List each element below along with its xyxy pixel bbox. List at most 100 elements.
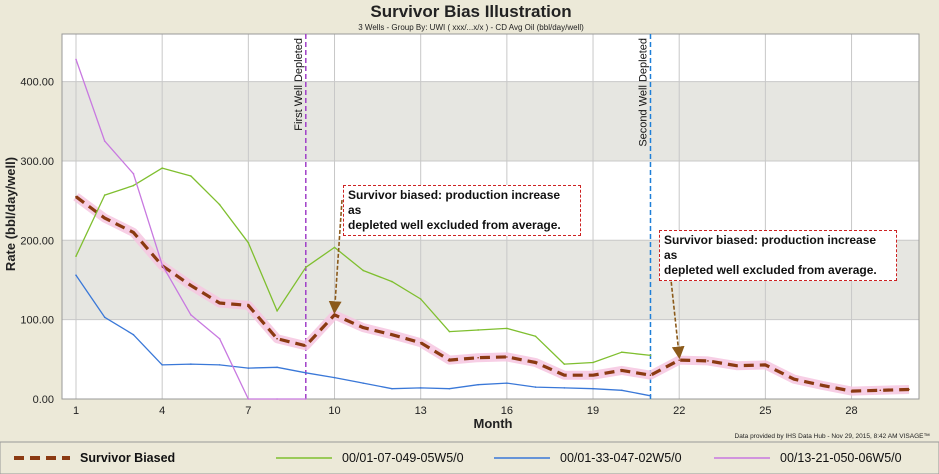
data-point bbox=[132, 172, 135, 175]
data-point bbox=[161, 364, 163, 366]
data-point bbox=[477, 356, 479, 359]
x-axis-label: Month bbox=[474, 416, 513, 431]
data-point bbox=[218, 302, 221, 304]
legend-label: Survivor Biased bbox=[80, 451, 175, 465]
data-point bbox=[592, 374, 594, 376]
data-point bbox=[161, 167, 163, 169]
data-point bbox=[103, 194, 106, 196]
data-point bbox=[649, 354, 652, 357]
data-point bbox=[103, 217, 106, 219]
legend-label: 00/01-33-047-02W5/0 bbox=[560, 451, 682, 465]
chart-title: Survivor Bias Illustration bbox=[370, 2, 571, 21]
callout-second: Survivor biased: production increase as … bbox=[659, 230, 897, 281]
data-point bbox=[362, 269, 365, 272]
data-point bbox=[477, 329, 479, 331]
data-point bbox=[391, 387, 393, 390]
data-point bbox=[103, 140, 106, 142]
grid-band bbox=[62, 81, 919, 161]
data-point bbox=[276, 310, 278, 312]
data-point bbox=[908, 388, 910, 391]
data-point bbox=[506, 382, 508, 384]
x-tick-label: 13 bbox=[415, 405, 427, 417]
legend-label: 00/01-07-049-05W5/0 bbox=[342, 451, 464, 465]
legend-label: 00/13-21-050-06W5/0 bbox=[780, 451, 902, 465]
data-credit: Data provided by IHS Data Hub - Nov 29, … bbox=[735, 433, 930, 440]
data-point bbox=[448, 387, 451, 390]
data-point bbox=[506, 327, 508, 330]
data-point bbox=[161, 264, 163, 266]
data-point bbox=[132, 184, 135, 187]
depletion-label: Second Well Depleted bbox=[637, 38, 649, 147]
data-point bbox=[132, 333, 135, 336]
data-point bbox=[822, 384, 824, 387]
callout-first-line2: depleted well excluded from average. bbox=[348, 218, 561, 232]
callout-second-line2: depleted well excluded from average. bbox=[664, 263, 877, 277]
data-point bbox=[735, 364, 738, 367]
y-tick-label: 0.00 bbox=[33, 394, 54, 406]
data-point bbox=[620, 389, 623, 392]
data-point bbox=[649, 374, 652, 376]
callout-second-line1: Survivor biased: production increase as bbox=[664, 233, 877, 262]
data-point bbox=[75, 195, 77, 198]
data-point bbox=[563, 374, 566, 376]
data-point bbox=[247, 367, 250, 369]
x-tick-label: 28 bbox=[845, 405, 857, 417]
depletion-label: First Well Depleted bbox=[293, 38, 305, 131]
data-point bbox=[391, 280, 393, 283]
data-point bbox=[190, 284, 192, 287]
data-point bbox=[218, 364, 221, 366]
y-tick-label: 300.00 bbox=[20, 156, 54, 168]
data-point bbox=[304, 372, 307, 374]
callout-first: Survivor biased: production increase as … bbox=[343, 185, 581, 236]
data-point bbox=[190, 175, 192, 177]
data-point bbox=[620, 369, 623, 372]
data-point bbox=[879, 389, 882, 392]
data-point bbox=[534, 361, 537, 364]
legend: Survivor Biased 00/01-07-049-05W5/0 00/01-… bbox=[0, 441, 939, 474]
data-point bbox=[247, 241, 250, 244]
data-point bbox=[419, 341, 422, 344]
data-point bbox=[190, 363, 192, 365]
data-point bbox=[103, 316, 106, 319]
data-point bbox=[477, 383, 479, 386]
data-point bbox=[506, 356, 508, 358]
data-point bbox=[304, 345, 307, 347]
plot-border bbox=[61, 33, 920, 400]
data-point bbox=[75, 274, 77, 277]
legend-box bbox=[0, 441, 939, 474]
x-tick-label: 10 bbox=[328, 405, 340, 417]
data-point bbox=[419, 387, 422, 389]
data-point bbox=[276, 398, 278, 400]
callout-arrow bbox=[667, 251, 685, 360]
data-point bbox=[132, 231, 135, 234]
data-point bbox=[793, 378, 795, 380]
chart-subtitle: 3 Wells - Group By: UWI ( xxx/...x/x ) -… bbox=[358, 23, 584, 32]
data-point bbox=[75, 255, 77, 257]
data-point bbox=[247, 398, 250, 400]
x-tick-label: 22 bbox=[673, 405, 685, 417]
data-point bbox=[276, 337, 278, 340]
x-tick-label: 16 bbox=[501, 405, 513, 417]
data-point bbox=[649, 395, 652, 397]
data-point bbox=[620, 351, 623, 353]
data-point bbox=[707, 360, 709, 362]
data-point bbox=[448, 359, 451, 361]
callout-arrow bbox=[328, 199, 343, 315]
x-tick-label: 19 bbox=[587, 405, 599, 417]
x-tick-label: 7 bbox=[245, 405, 251, 417]
callout-first-line1: Survivor biased: production increase as bbox=[348, 188, 561, 217]
data-point bbox=[247, 304, 250, 307]
data-point bbox=[333, 246, 336, 249]
data-point bbox=[391, 333, 393, 336]
data-point bbox=[304, 398, 307, 400]
plot-area: 0.00 100.00 200.00 300.00 400.00 1 4 7 10 13 16 19 2… bbox=[20, 33, 920, 417]
series-glow bbox=[73, 193, 910, 396]
data-point bbox=[850, 390, 853, 392]
data-point bbox=[563, 363, 566, 365]
data-point bbox=[276, 366, 278, 369]
data-point bbox=[362, 326, 365, 329]
y-tick-label: 100.00 bbox=[20, 315, 54, 327]
x-tick-label: 4 bbox=[159, 405, 165, 417]
